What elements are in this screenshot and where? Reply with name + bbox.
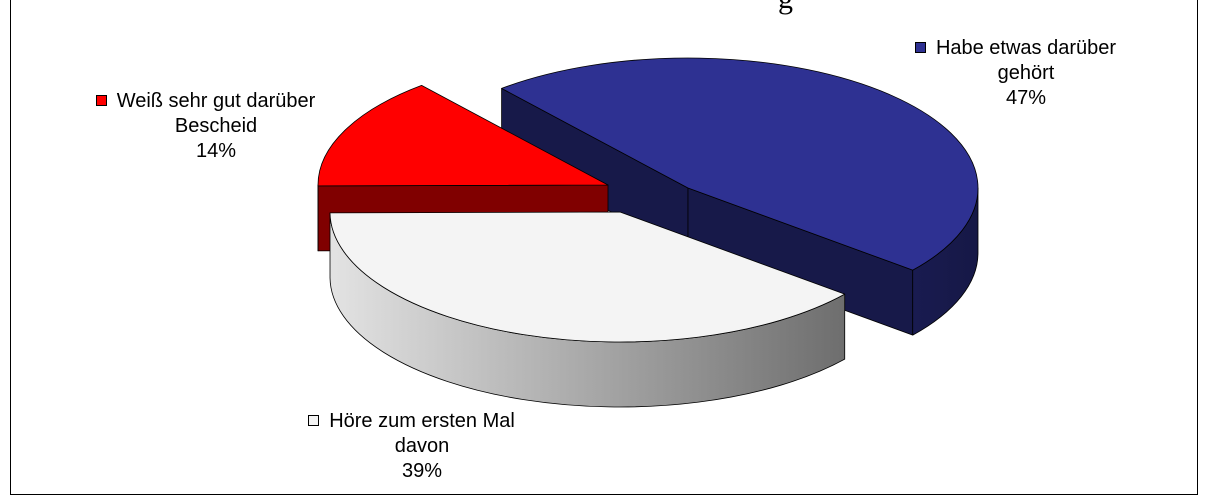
legend-key-slice-1: [308, 415, 320, 426]
percent-unit-slice-2: %: [218, 140, 237, 162]
legend-key-slice-0: [914, 42, 926, 53]
chart-title-fragment: g: [778, 0, 793, 14]
pie-slice-1: [329, 211, 846, 408]
data-label-slice-0: Habe etwas darüber gehört 47%: [913, 36, 1139, 111]
chart-frame: [10, 0, 1198, 495]
percent-value-slice-1: 39: [401, 460, 425, 482]
pie-slice-1-top: [329, 211, 846, 343]
percent-value-slice-2: 14: [195, 140, 219, 162]
percent-unit-slice-0: %: [1028, 87, 1047, 109]
pie-slice-0: [501, 57, 979, 336]
data-label-slice-1: Höre zum ersten Mal davon 39%: [308, 409, 535, 484]
category-label-slice-0: Habe etwas darüber gehört: [935, 37, 1117, 84]
data-label-slice-2: Weiß sehr gut darüber Bescheid 14%: [95, 89, 334, 164]
percent-value-slice-0: 47: [1005, 87, 1029, 109]
pie-slice-2-top: [317, 85, 609, 187]
pie-slice-0-top: [501, 57, 979, 271]
percent-unit-slice-1: %: [424, 460, 443, 482]
chart-title-clip: g: [770, 0, 810, 17]
category-label-slice-2: Weiß sehr gut darüber Bescheid: [116, 90, 316, 137]
category-label-slice-1: Höre zum ersten Mal davon: [329, 410, 515, 457]
legend-key-slice-2: [95, 95, 107, 106]
